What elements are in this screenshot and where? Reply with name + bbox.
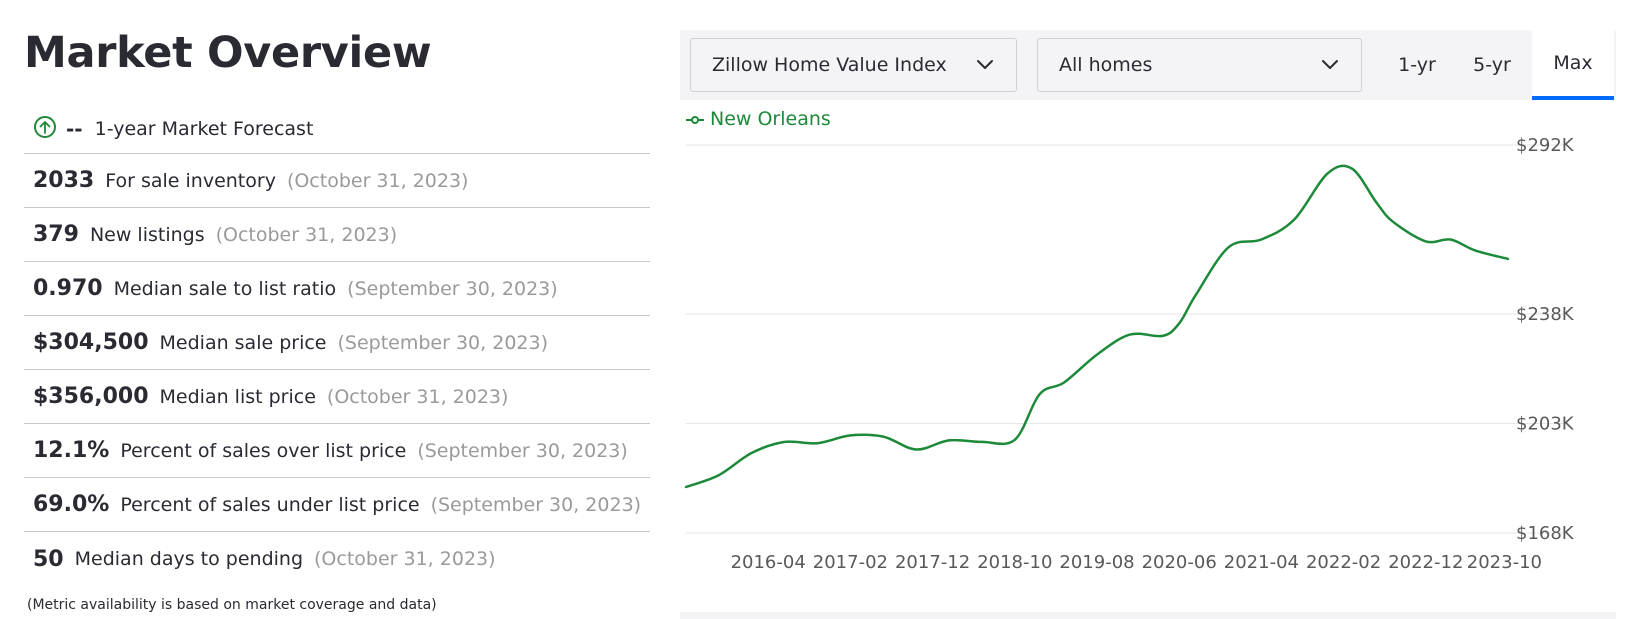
metric-value: 0.970	[33, 276, 103, 301]
y-tick-label: $168K	[1516, 523, 1575, 544]
legend-line-marker-icon	[686, 116, 704, 124]
metric-value: 12.1%	[33, 438, 110, 463]
x-tick-label: 2017-12	[895, 552, 970, 573]
metric-value: 379	[33, 222, 79, 247]
metric-date: (September 30, 2023)	[417, 439, 628, 462]
chart-controls: Zillow Home Value Index All homes 1-yr 5…	[680, 30, 1616, 100]
x-tick-label: 2022-02	[1306, 552, 1381, 573]
metric-row: $356,000 Median list price (October 31, …	[24, 370, 650, 424]
x-tick-label: 2020-06	[1142, 552, 1217, 573]
metric-label: Median sale to list ratio	[113, 277, 337, 300]
metric-date: (October 31, 2023)	[314, 548, 496, 570]
chart-footer-bar	[680, 612, 1616, 619]
metric-value: 69.0%	[33, 492, 110, 517]
y-tick-label: $238K	[1516, 304, 1575, 325]
page-title: Market Overview	[24, 28, 432, 78]
metric-row: 2033 For sale inventory (October 31, 202…	[24, 154, 650, 208]
home-value-chart-panel: Zillow Home Value Index All homes 1-yr 5…	[680, 30, 1636, 619]
metric-value: 2033	[33, 168, 95, 193]
metric-row: 379 New listings (October 31, 2023)	[24, 208, 650, 262]
market-forecast-row: -- 1-year Market Forecast	[24, 104, 650, 154]
metric-label: Median sale price	[159, 331, 327, 354]
metric-row: 69.0% Percent of sales under list price …	[24, 478, 650, 532]
metric-value: $356,000	[33, 384, 149, 409]
metric-label: New listings	[89, 223, 205, 246]
home-type-dropdown-value: All homes	[1059, 54, 1153, 76]
metric-label: Percent of sales under list price	[120, 493, 420, 516]
metric-row: 12.1% Percent of sales over list price (…	[24, 424, 650, 478]
metric-date: (September 30, 2023)	[347, 277, 558, 300]
metric-date: (October 31, 2023)	[326, 385, 509, 408]
x-tick-label: 2017-02	[813, 552, 888, 573]
chevron-down-icon	[1322, 60, 1338, 69]
metric-date: (October 31, 2023)	[286, 169, 469, 192]
metric-date: (September 30, 2023)	[430, 493, 642, 516]
metric-row: $304,500 Median sale price (September 30…	[24, 316, 650, 370]
chevron-down-icon	[977, 60, 993, 69]
x-tick-label: 2021-04	[1224, 552, 1299, 573]
x-tick-label: 2019-08	[1059, 552, 1134, 573]
y-tick-label: $203K	[1516, 413, 1575, 434]
metric-label: Percent of sales over list price	[120, 439, 407, 462]
metric-value: $304,500	[33, 330, 149, 355]
range-tab-max[interactable]: Max	[1532, 30, 1614, 100]
x-tick-label: 2018-10	[977, 552, 1052, 573]
x-tick-label: 2016-04	[731, 552, 806, 573]
x-tick-label: 2022-12	[1388, 552, 1463, 573]
range-tab-5yr[interactable]: 5-yr	[1473, 54, 1511, 76]
home-type-dropdown[interactable]: All homes	[1037, 38, 1362, 92]
metric-date: (September 30, 2023)	[337, 331, 549, 354]
metric-label: Median days to pending	[74, 548, 304, 570]
metric-label: Median list price	[159, 385, 316, 408]
forecast-value: --	[66, 116, 83, 141]
range-tab-1yr[interactable]: 1-yr	[1398, 54, 1436, 76]
x-tick-label: 2023-10	[1467, 552, 1542, 573]
metric-row: 0.970 Median sale to list ratio (Septemb…	[24, 262, 650, 316]
metric-row: 50 Median days to pending (October 31, 2…	[24, 532, 650, 586]
metric-label: For sale inventory	[105, 169, 276, 192]
legend-series-name: New Orleans	[710, 108, 831, 130]
metric-value: 50	[33, 546, 64, 572]
metric-dropdown-value: Zillow Home Value Index	[712, 54, 947, 76]
metric-dropdown[interactable]: Zillow Home Value Index	[690, 38, 1017, 92]
arrow-up-circle-icon	[34, 116, 56, 138]
metrics-list: 2033 For sale inventory (October 31, 202…	[24, 154, 650, 586]
y-tick-label: $292K	[1516, 135, 1575, 156]
availability-note: (Metric availability is based on market …	[27, 597, 437, 613]
chart-legend: New Orleans	[686, 108, 831, 130]
home-value-line-chart: $292K $238K $203K $168K 2016-04 2017-02 2017-1…	[684, 135, 1575, 573]
metric-date: (October 31, 2023)	[215, 223, 398, 246]
series-line-new-orleans[interactable]	[684, 164, 1510, 489]
forecast-label: 1-year Market Forecast	[94, 117, 314, 140]
market-overview-panel: Market Overview -- 1-year Market Forecas…	[24, 0, 650, 619]
